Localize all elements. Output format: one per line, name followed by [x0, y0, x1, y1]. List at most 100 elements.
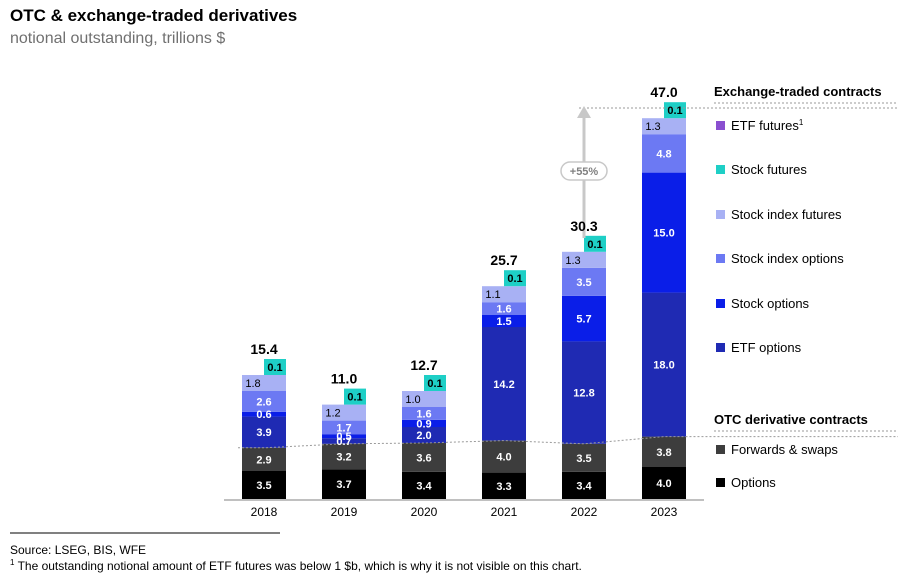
bar-forwards-and-swaps-2020	[402, 443, 446, 472]
label-forwards-and-swaps-2023: 3.8	[656, 447, 671, 459]
label-forwards-and-swaps-2019: 3.2	[336, 452, 351, 464]
label-stock-futures-2020: 0.1	[427, 378, 442, 390]
label-stock-futures-2021: 0.1	[507, 273, 522, 285]
label-stock-futures-2023: 0.1	[667, 105, 682, 117]
bar-etf-options-2022	[562, 341, 606, 444]
label-stock-index-futures-2021: 1.1	[485, 289, 500, 301]
label-etf-options-2021: 14.2	[493, 379, 514, 391]
legend-swatch-options	[716, 478, 725, 487]
bar-stock-futures-2018	[264, 359, 286, 375]
bar-options-2019	[322, 469, 366, 499]
label-stock-index-options-2022: 3.5	[576, 277, 591, 289]
label-options-2023: 4.0	[656, 478, 671, 490]
label-options-2020: 3.4	[416, 480, 432, 492]
bar-forwards-and-swaps-2022	[562, 443, 606, 472]
legend-swatch-etf-futures	[716, 121, 725, 130]
bar-forwards-and-swaps-2018	[242, 447, 286, 471]
legend-label-stock-index-futures: Stock index futures	[731, 207, 842, 222]
x-tick-2021: 2021	[491, 505, 518, 519]
total-label-2019: 11.0	[331, 371, 358, 387]
total-label-2018: 15.4	[250, 341, 277, 357]
x-tick-2019: 2019	[331, 505, 358, 519]
source-note: Source: LSEG, BIS, WFE	[10, 543, 147, 557]
chart-subtitle: notional outstanding, trillions $	[10, 30, 226, 47]
bar-etf-options-2020	[402, 427, 446, 443]
bar-stock-index-options-2023	[642, 134, 686, 173]
legend-label-stock-index-options: Stock index options	[731, 251, 844, 266]
growth-annotation: +55%	[570, 166, 599, 178]
total-label-2021: 25.7	[490, 252, 517, 268]
label-forwards-and-swaps-2022: 3.5	[576, 453, 591, 465]
bar-etf-options-2023	[642, 292, 686, 437]
bars-layer	[10, 102, 898, 534]
legend-label-etf-futures: ETF futures1	[731, 118, 804, 133]
bar-stock-options-2019	[322, 434, 366, 439]
bar-stock-futures-2021	[504, 270, 526, 287]
bar-stock-index-futures-2020	[402, 391, 446, 407]
label-stock-index-options-2023: 4.8	[656, 148, 671, 160]
legend-label-stock-futures: Stock futures	[731, 162, 807, 177]
label-stock-index-futures-2022: 1.3	[565, 255, 580, 267]
label-stock-options-2019: 0.5	[336, 431, 351, 443]
bar-stock-index-options-2022	[562, 267, 606, 296]
label-forwards-and-swaps-2021: 4.0	[496, 452, 511, 464]
footnote: 1 The outstanding notional amount of ETF…	[10, 558, 582, 573]
legend-swatch-stock-index-futures	[716, 210, 725, 219]
chart-title: OTC & exchange-traded derivatives	[10, 6, 298, 25]
bar-options-2022	[562, 471, 606, 499]
label-stock-futures-2022: 0.1	[587, 239, 602, 251]
bar-stock-index-options-2019	[322, 420, 366, 435]
legend: Exchange-traded contracts OTC derivative …	[714, 84, 898, 490]
bar-stock-index-options-2018	[242, 391, 286, 412]
footnote-marker: 1	[10, 558, 15, 567]
label-etf-options-2023: 18.0	[653, 360, 674, 372]
bar-stock-index-options-2021	[482, 302, 526, 315]
label-options-2019: 3.7	[336, 479, 351, 491]
legend-label-stock-options: Stock options	[731, 296, 810, 311]
x-tick-2018: 2018	[251, 505, 278, 519]
label-stock-index-futures-2019: 1.2	[325, 408, 340, 420]
legend-swatch-forwards-and-swaps	[716, 445, 725, 454]
bar-forwards-and-swaps-2023	[642, 436, 686, 467]
label-stock-options-2021: 1.5	[496, 316, 511, 328]
bar-options-2023	[642, 467, 686, 499]
bar-stock-index-futures-2022	[562, 251, 606, 268]
legend-group-exchange-traded-contracts: Exchange-traded contracts	[714, 84, 882, 99]
label-options-2018: 3.5	[256, 480, 271, 492]
label-stock-futures-2019: 0.1	[347, 392, 362, 404]
label-stock-index-futures-2018: 1.8	[245, 378, 260, 390]
label-stock-options-2022: 5.7	[576, 314, 591, 326]
bar-etf-options-2019	[322, 438, 366, 444]
bar-stock-options-2021	[482, 315, 526, 327]
label-stock-futures-2018: 0.1	[267, 362, 282, 374]
bar-stock-options-2020	[402, 419, 446, 427]
bar-etf-options-2018	[242, 416, 286, 448]
label-stock-index-options-2019: 1.7	[336, 422, 351, 434]
label-stock-options-2020: 0.9	[416, 418, 431, 430]
label-stock-index-options-2021: 1.6	[496, 304, 511, 316]
bar-forwards-and-swaps-2019	[322, 443, 366, 470]
bar-options-2018	[242, 471, 286, 499]
bar-forwards-and-swaps-2021	[482, 440, 526, 473]
bar-options-2021	[482, 472, 526, 499]
legend-swatch-stock-futures	[716, 165, 725, 174]
label-etf-options-2019: 0.7	[336, 436, 351, 448]
bar-stock-futures-2023	[664, 102, 686, 119]
label-stock-index-futures-2023: 1.3	[645, 121, 660, 133]
bar-options-2020	[402, 471, 446, 499]
bar-stock-index-options-2020	[402, 407, 446, 420]
label-options-2021: 3.3	[496, 481, 511, 493]
label-stock-options-2023: 15.0	[653, 228, 674, 240]
label-stock-index-futures-2020: 1.0	[405, 394, 420, 406]
label-options-2022: 3.4	[576, 480, 592, 492]
footnote-text: The outstanding notional amount of ETF f…	[14, 559, 582, 573]
bar-etf-options-2021	[482, 327, 526, 441]
otc-boundary-dotted-line	[238, 436, 898, 449]
label-stock-index-options-2018: 2.6	[256, 396, 271, 408]
x-tick-2020: 2020	[411, 505, 438, 519]
legend-label-etf-options: ETF options	[731, 340, 802, 355]
x-tick-2022: 2022	[571, 505, 598, 519]
legend-swatch-etf-options	[716, 343, 725, 352]
growth-arrow-head	[577, 106, 591, 118]
